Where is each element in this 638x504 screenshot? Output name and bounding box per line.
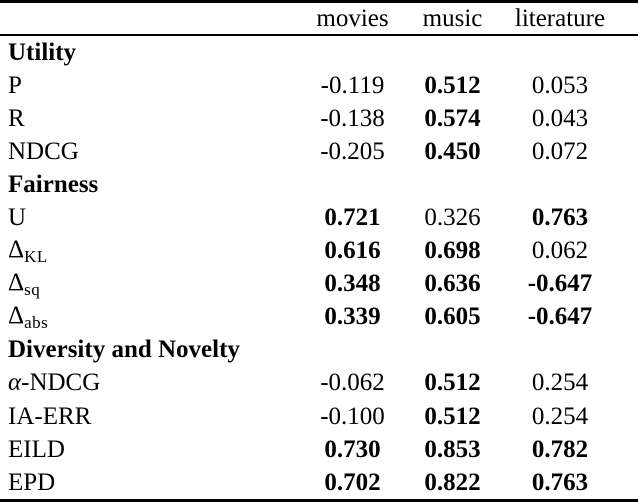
- correlation-value: 0.450: [424, 137, 481, 165]
- table-header: movies music literature: [0, 1, 638, 36]
- metric-label-subscript: KL: [24, 246, 48, 266]
- correlation-value: 0.512: [424, 369, 481, 397]
- section-header-row: Diversity and Novelty: [0, 334, 638, 367]
- metric-label-text: U: [8, 204, 27, 232]
- metric-row: U 0.721 0.326 0.763: [0, 201, 638, 234]
- section-header-row: Utility: [0, 35, 638, 69]
- metric-label-subscript: sq: [24, 279, 41, 299]
- metric-label-text: -NDCG: [21, 369, 101, 397]
- metric-label-subscript: abs: [24, 312, 49, 332]
- correlation-value: -0.647: [527, 303, 593, 331]
- column-header-literature: literature: [500, 1, 638, 36]
- metric-label: α-NDCG: [0, 367, 300, 400]
- metric-label: NDCG: [0, 135, 300, 168]
- metric-label: EPD: [0, 466, 300, 501]
- metric-label-text: Δ: [8, 268, 25, 296]
- metric-label-text: EILD: [8, 435, 65, 463]
- correlation-value: 0.574: [424, 104, 481, 132]
- correlation-value: 0.348: [324, 270, 381, 298]
- metric-label-text: P: [8, 71, 22, 99]
- correlation-value: -0.647: [527, 270, 593, 298]
- correlation-value: -0.100: [320, 402, 385, 430]
- correlation-value: 0.698: [424, 237, 481, 265]
- metric-label-text: Δ: [8, 235, 25, 263]
- correlation-value: 0.782: [531, 435, 589, 463]
- metric-label: P: [0, 69, 300, 102]
- correlation-value: 0.043: [531, 104, 589, 132]
- metric-label-text: NDCG: [8, 137, 79, 165]
- metric-row: P -0.119 0.512 0.053: [0, 69, 638, 102]
- correlation-value: 0.339: [324, 303, 381, 331]
- correlation-value: 0.062: [531, 237, 589, 265]
- metric-label: ΔKL: [0, 235, 300, 268]
- column-header-movies: movies: [300, 1, 405, 36]
- metric-label: Δabs: [0, 301, 300, 334]
- correlation-value: 0.605: [424, 303, 481, 331]
- metric-row: IA-ERR -0.100 0.512 0.254: [0, 400, 638, 433]
- metric-label: U: [0, 201, 300, 234]
- metric-label: IA-ERR: [0, 400, 300, 433]
- correlation-value: -0.205: [320, 137, 385, 165]
- correlation-value: 0.616: [324, 237, 381, 265]
- metric-row: α-NDCG -0.062 0.512 0.254: [0, 367, 638, 400]
- metric-label: EILD: [0, 433, 300, 466]
- correlation-value: 0.763: [531, 468, 589, 496]
- correlation-value: 0.254: [531, 402, 589, 430]
- correlation-value: 0.730: [324, 435, 381, 463]
- metric-row: EPD 0.702 0.822 0.763: [0, 466, 638, 501]
- correlation-value: 0.721: [324, 204, 381, 232]
- metric-label-text: R: [8, 104, 25, 132]
- metric-row: Δsq 0.348 0.636 -0.647: [0, 268, 638, 301]
- metric-row: R -0.138 0.574 0.043: [0, 102, 638, 135]
- metric-row: NDCG -0.205 0.450 0.072: [0, 135, 638, 168]
- section-title: Utility: [8, 38, 77, 66]
- correlation-value: 0.702: [324, 468, 381, 496]
- metric-row: ΔKL 0.616 0.698 0.062: [0, 235, 638, 268]
- correlation-value: 0.822: [424, 468, 481, 496]
- metric-label-text: Δ: [8, 301, 25, 329]
- correlation-value: 0.636: [424, 270, 481, 298]
- metric-label-text: EPD: [8, 468, 56, 496]
- correlation-value: 0.053: [531, 71, 589, 99]
- metric-label-text: α: [8, 369, 22, 397]
- correlation-value: 0.512: [424, 71, 481, 99]
- table-body: Utility P -0.119 0.512 0.053 R -0.138 0.574 0.04…: [0, 35, 638, 501]
- correlation-value: 0.512: [424, 402, 481, 430]
- correlation-value: -0.062: [320, 369, 385, 397]
- column-header-music: music: [405, 1, 500, 36]
- table-header-row: movies music literature: [0, 1, 638, 36]
- correlation-value: -0.138: [320, 104, 385, 132]
- metric-row: Δabs 0.339 0.605 -0.647: [0, 301, 638, 334]
- metric-row: EILD 0.730 0.853 0.782: [0, 433, 638, 466]
- correlation-value: 0.763: [531, 204, 589, 232]
- corner-cell: [0, 1, 300, 36]
- correlation-value: -0.119: [320, 71, 385, 99]
- section-header-row: Fairness: [0, 168, 638, 201]
- metric-label: Δsq: [0, 268, 300, 301]
- correlation-value: 0.326: [424, 204, 481, 232]
- correlation-value: 0.853: [424, 435, 481, 463]
- metric-label: R: [0, 102, 300, 135]
- section-title: Fairness: [8, 170, 99, 198]
- correlation-value: 0.254: [531, 369, 589, 397]
- metric-label-text: IA-ERR: [8, 402, 92, 430]
- correlation-value: 0.072: [531, 137, 589, 165]
- section-title: Diversity and Novelty: [8, 336, 240, 364]
